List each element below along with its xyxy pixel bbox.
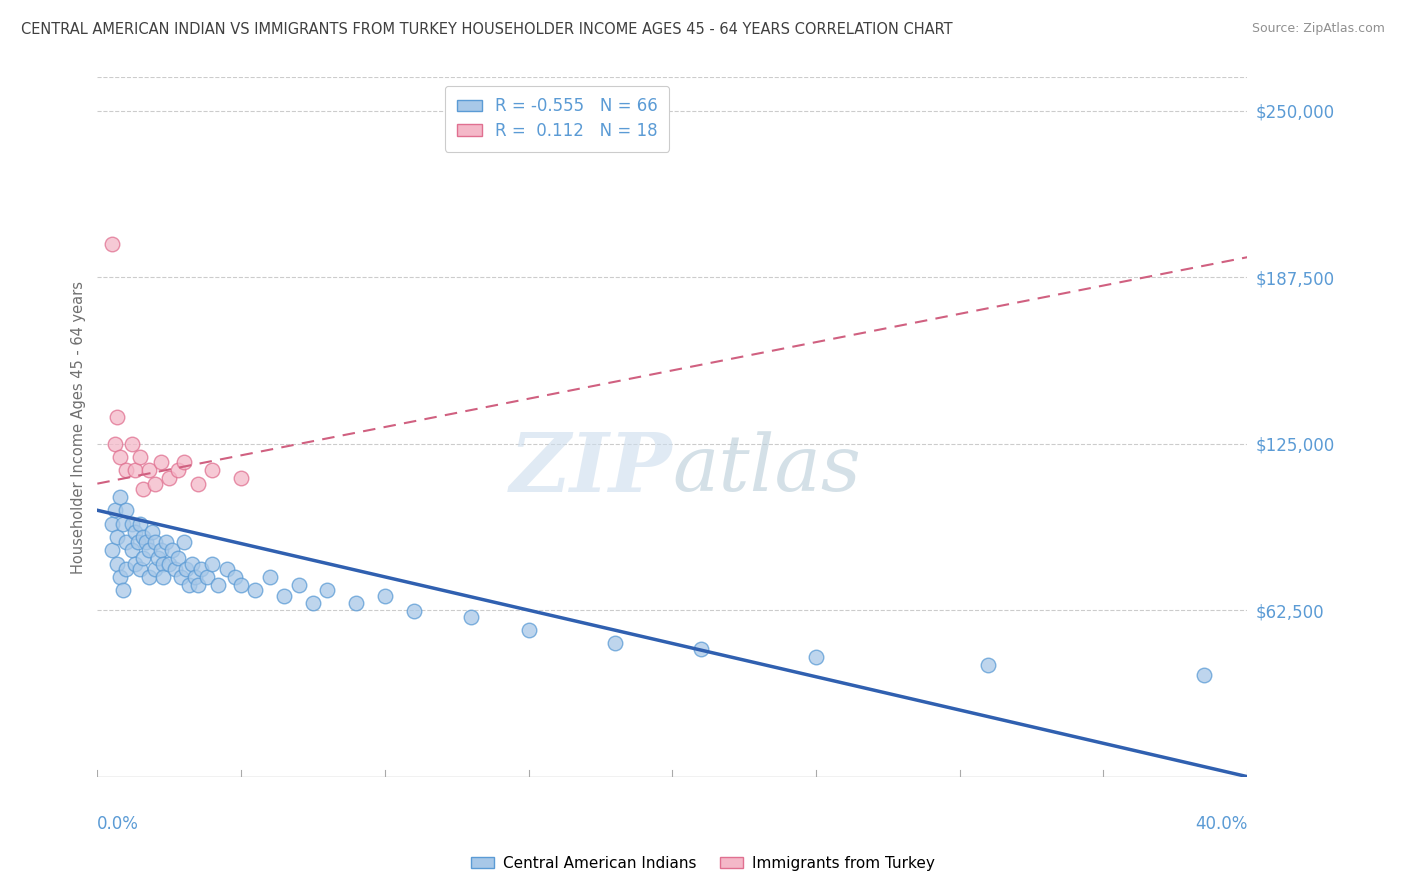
Point	[138, 570, 160, 584]
Point	[132, 551, 155, 566]
Text: Source: ZipAtlas.com: Source: ZipAtlas.com	[1251, 22, 1385, 36]
Point	[112, 516, 135, 531]
Point	[259, 570, 281, 584]
Text: 0.0%: 0.0%	[97, 815, 139, 833]
Point	[184, 570, 207, 584]
Text: atlas: atlas	[672, 431, 860, 508]
Point	[316, 583, 339, 598]
Point	[138, 463, 160, 477]
Point	[173, 535, 195, 549]
Point	[152, 570, 174, 584]
Point	[173, 455, 195, 469]
Point	[517, 623, 540, 637]
Point	[112, 583, 135, 598]
Point	[141, 524, 163, 539]
Point	[132, 482, 155, 496]
Point	[201, 557, 224, 571]
Point	[229, 578, 252, 592]
Point	[107, 530, 129, 544]
Point	[124, 524, 146, 539]
Text: CENTRAL AMERICAN INDIAN VS IMMIGRANTS FROM TURKEY HOUSEHOLDER INCOME AGES 45 - 6: CENTRAL AMERICAN INDIAN VS IMMIGRANTS FR…	[21, 22, 953, 37]
Point	[176, 562, 198, 576]
Point	[104, 503, 127, 517]
Point	[115, 562, 138, 576]
Point	[163, 562, 186, 576]
Point	[287, 578, 309, 592]
Point	[129, 516, 152, 531]
Point	[149, 543, 172, 558]
Point	[143, 476, 166, 491]
Point	[195, 570, 218, 584]
Point	[146, 551, 169, 566]
Point	[690, 641, 713, 656]
Point	[129, 450, 152, 464]
Point	[135, 535, 157, 549]
Point	[110, 490, 132, 504]
Point	[110, 450, 132, 464]
Point	[138, 543, 160, 558]
Point	[107, 410, 129, 425]
Point	[460, 609, 482, 624]
Point	[170, 570, 193, 584]
Point	[181, 557, 204, 571]
Point	[190, 562, 212, 576]
Point	[977, 657, 1000, 672]
Point	[124, 463, 146, 477]
Point	[143, 562, 166, 576]
Point	[149, 455, 172, 469]
Point	[121, 543, 143, 558]
Point	[152, 557, 174, 571]
Point	[302, 597, 325, 611]
Point	[245, 583, 267, 598]
Text: ZIP: ZIP	[509, 429, 672, 509]
Point	[207, 578, 229, 592]
Point	[157, 471, 180, 485]
Point	[121, 436, 143, 450]
Point	[155, 535, 177, 549]
Point	[224, 570, 246, 584]
Point	[215, 562, 238, 576]
Point	[160, 543, 183, 558]
Point	[100, 236, 122, 251]
Legend: R = -0.555   N = 66, R =  0.112   N = 18: R = -0.555 N = 66, R = 0.112 N = 18	[446, 86, 669, 152]
Point	[166, 551, 188, 566]
Point	[104, 436, 127, 450]
Point	[229, 471, 252, 485]
Y-axis label: Householder Income Ages 45 - 64 years: Householder Income Ages 45 - 64 years	[72, 280, 86, 574]
Point	[201, 463, 224, 477]
Point	[179, 578, 201, 592]
Point	[127, 535, 149, 549]
Point	[124, 557, 146, 571]
Point	[157, 557, 180, 571]
Point	[115, 503, 138, 517]
Point	[143, 535, 166, 549]
Text: 40.0%: 40.0%	[1195, 815, 1247, 833]
Point	[804, 649, 827, 664]
Legend: Central American Indians, Immigrants from Turkey: Central American Indians, Immigrants fro…	[465, 850, 941, 877]
Point	[374, 589, 396, 603]
Point	[603, 636, 626, 650]
Point	[402, 605, 425, 619]
Point	[187, 578, 209, 592]
Point	[1192, 668, 1215, 682]
Point	[187, 476, 209, 491]
Point	[110, 570, 132, 584]
Point	[121, 516, 143, 531]
Point	[100, 543, 122, 558]
Point	[107, 557, 129, 571]
Point	[129, 562, 152, 576]
Point	[115, 463, 138, 477]
Point	[344, 597, 367, 611]
Point	[115, 535, 138, 549]
Point	[100, 516, 122, 531]
Point	[273, 589, 295, 603]
Point	[132, 530, 155, 544]
Point	[166, 463, 188, 477]
